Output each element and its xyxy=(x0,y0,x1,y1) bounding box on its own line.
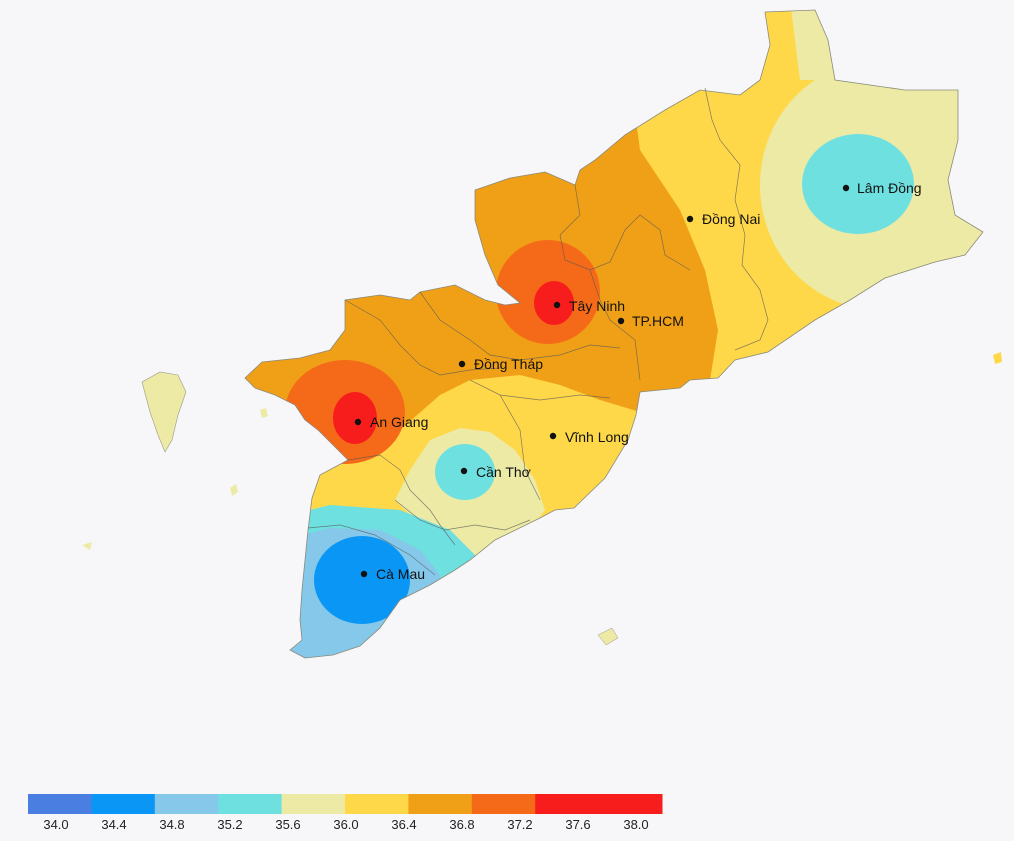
city-dot-icon xyxy=(460,467,468,475)
city-label: Đồng Nai xyxy=(702,211,760,227)
legend-tick: 36.0 xyxy=(333,817,358,832)
city-tay-ninh[interactable]: Tây Ninh xyxy=(553,298,625,314)
city-label: An Giang xyxy=(370,414,428,430)
city-dong-nai[interactable]: Đồng Nai xyxy=(686,211,761,227)
city-dot-icon xyxy=(458,360,466,368)
legend-bin xyxy=(471,794,536,814)
legend-bin xyxy=(28,794,92,814)
city-vinh-long[interactable]: Vĩnh Long xyxy=(549,429,629,445)
legend-tick: 38.0 xyxy=(623,817,648,832)
islet xyxy=(260,408,268,418)
city-dot-icon xyxy=(553,301,561,309)
city-dot-icon xyxy=(686,215,694,223)
legend-bin xyxy=(91,794,156,814)
legend-tick: 36.8 xyxy=(449,817,474,832)
city-label: Đồng Tháp xyxy=(474,356,543,372)
islet xyxy=(993,352,1002,364)
city-an-giang[interactable]: An Giang xyxy=(354,414,429,430)
city-dot-icon xyxy=(617,317,625,325)
legend-bins xyxy=(28,794,663,814)
city-markers: Lâm Đồng Đồng Nai Tây Ninh TP.HCM Đồng T… xyxy=(354,180,922,582)
city-tp-hcm[interactable]: TP.HCM xyxy=(617,313,684,329)
city-can-tho[interactable]: Cần Thơ xyxy=(460,464,531,480)
legend-bin xyxy=(345,794,409,814)
city-label: Cần Thơ xyxy=(476,464,531,480)
islet xyxy=(230,484,238,496)
legend-tick: 35.2 xyxy=(217,817,242,832)
legend-bin xyxy=(154,794,219,814)
city-label: Tây Ninh xyxy=(569,298,625,314)
city-dong-thap[interactable]: Đồng Tháp xyxy=(458,356,543,372)
legend-tick: 36.4 xyxy=(391,817,416,832)
legend-tick: 37.6 xyxy=(565,817,590,832)
con-dao-island xyxy=(597,627,619,646)
legend-bin xyxy=(535,794,600,814)
legend-bin xyxy=(408,794,473,814)
city-dot-icon xyxy=(354,418,362,426)
legend-bin xyxy=(598,794,663,814)
legend-tick: 34.8 xyxy=(159,817,184,832)
province-borders xyxy=(307,87,769,576)
phu-quoc-island xyxy=(141,371,187,453)
city-dot-icon xyxy=(360,570,368,578)
city-label: Cà Mau xyxy=(376,566,425,582)
city-ca-mau[interactable]: Cà Mau xyxy=(360,566,425,582)
legend-tick: 34.0 xyxy=(43,817,68,832)
color-legend: 34.0 34.4 34.8 35.2 35.6 36.0 36.4 36.8 … xyxy=(28,794,663,832)
legend-tick: 37.2 xyxy=(507,817,532,832)
city-dot-icon xyxy=(842,184,850,192)
city-dot-icon xyxy=(549,432,557,440)
legend-tick: 35.6 xyxy=(275,817,300,832)
city-lam-dong[interactable]: Lâm Đồng xyxy=(842,180,922,196)
legend-ticks: 34.0 34.4 34.8 35.2 35.6 36.0 36.4 36.8 … xyxy=(43,817,648,832)
legend-bin xyxy=(281,794,346,814)
legend-tick: 34.4 xyxy=(101,817,126,832)
city-label: Lâm Đồng xyxy=(857,180,922,196)
city-label: TP.HCM xyxy=(632,313,684,329)
legend-bin xyxy=(218,794,283,814)
city-label: Vĩnh Long xyxy=(565,429,629,445)
islet xyxy=(82,542,92,550)
